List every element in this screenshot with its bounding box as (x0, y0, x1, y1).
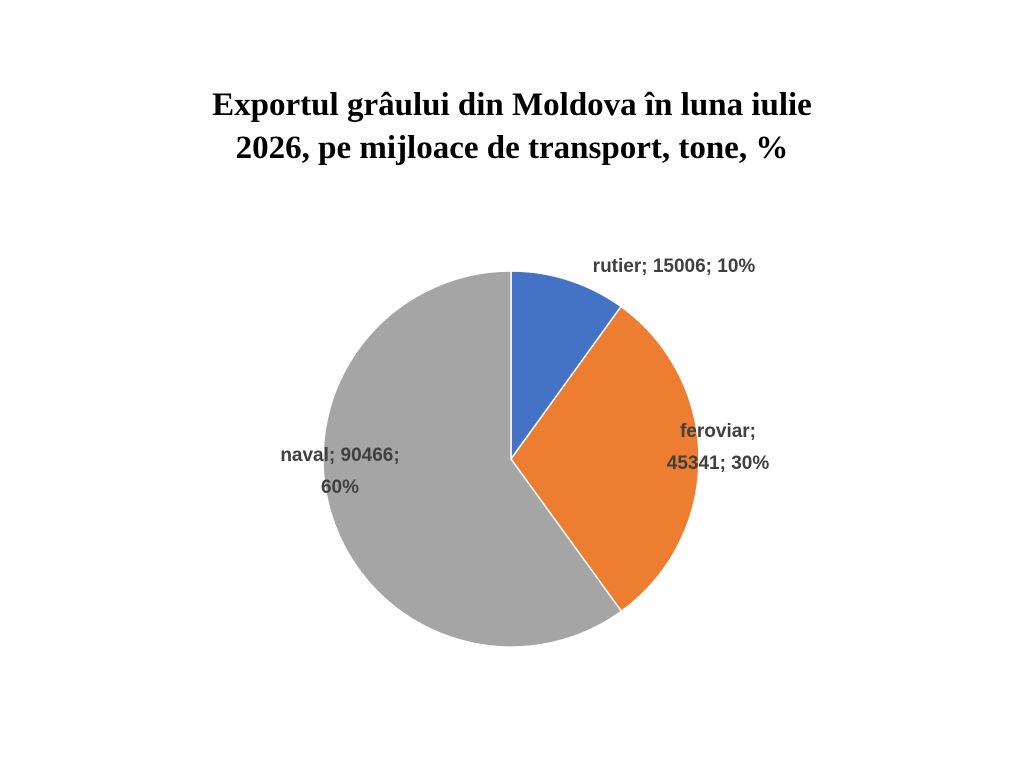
data-label: rutier; 15006; 10% (593, 256, 756, 277)
data-label: naval; 90466; 60% (280, 445, 399, 498)
pie-slice (510, 305, 700, 613)
pie-slice (322, 270, 623, 648)
chart-title: Exportul grâului din Moldova în luna iul… (212, 87, 812, 166)
data-label: feroviar; 45341; 30% (667, 421, 770, 474)
pie-slice (510, 270, 623, 462)
